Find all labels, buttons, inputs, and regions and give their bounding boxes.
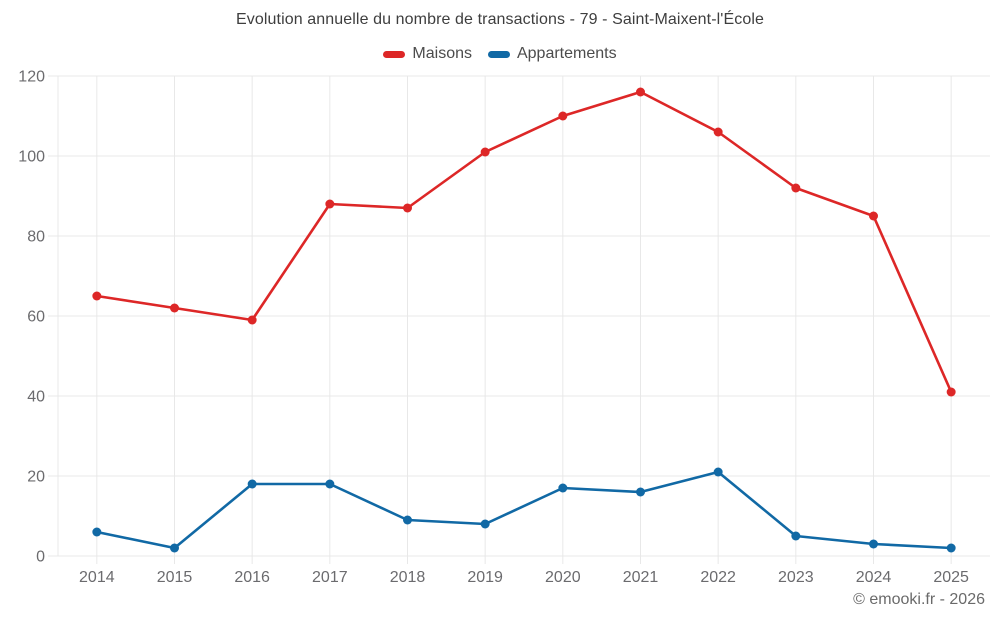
x-tick-label: 2022 bbox=[700, 569, 736, 586]
data-point-maisons-2024[interactable] bbox=[869, 211, 878, 221]
series-line-maisons bbox=[95, 90, 953, 394]
legend-label-appartements: Appartements bbox=[516, 45, 617, 62]
data-point-appartements-2016[interactable] bbox=[247, 479, 257, 489]
data-point-maisons-2023[interactable] bbox=[791, 183, 801, 193]
data-point-maisons-2014[interactable] bbox=[92, 291, 102, 301]
x-tick-label: 2017 bbox=[312, 569, 348, 586]
data-point-maisons-2018[interactable] bbox=[403, 203, 412, 213]
x-tick-label: 2024 bbox=[856, 569, 892, 586]
appartements-series-swatch-icon bbox=[487, 50, 510, 58]
data-point-appartements-2022[interactable] bbox=[713, 467, 723, 477]
chart-legend: Maisons Appartements bbox=[0, 45, 1000, 63]
data-point-maisons-2021[interactable] bbox=[636, 87, 645, 97]
chart-footer-credit: © emooki.fr - 2026 bbox=[853, 591, 985, 608]
legend-label-maisons: Maisons bbox=[412, 45, 472, 62]
y-tick-label: 120 bbox=[18, 69, 45, 86]
data-point-appartements-2020[interactable] bbox=[558, 483, 568, 493]
data-point-appartements-2021[interactable] bbox=[636, 487, 645, 497]
data-point-appartements-2017[interactable] bbox=[325, 479, 335, 489]
data-point-appartements-2025[interactable] bbox=[946, 543, 956, 553]
x-tick-label: 2019 bbox=[467, 569, 503, 586]
data-point-maisons-2017[interactable] bbox=[325, 199, 335, 209]
y-tick-label: 80 bbox=[27, 229, 45, 246]
data-point-appartements-2018[interactable] bbox=[403, 515, 412, 525]
y-tick-label: 60 bbox=[27, 309, 45, 326]
data-point-appartements-2015[interactable] bbox=[170, 543, 179, 553]
x-tick-label: 2014 bbox=[79, 569, 115, 586]
x-tick-label: 2023 bbox=[778, 569, 814, 586]
data-point-appartements-2024[interactable] bbox=[869, 539, 878, 549]
x-tick-label: 2025 bbox=[933, 569, 969, 586]
data-point-appartements-2023[interactable] bbox=[791, 531, 801, 541]
x-tick-label: 2021 bbox=[623, 569, 659, 586]
y-tick-label: 0 bbox=[36, 549, 45, 566]
data-point-maisons-2022[interactable] bbox=[713, 127, 723, 137]
data-point-maisons-2025[interactable] bbox=[946, 387, 956, 397]
legend-item-appartements[interactable]: Appartements bbox=[487, 45, 617, 63]
y-tick-label: 20 bbox=[27, 469, 45, 486]
series-line-appartements bbox=[95, 470, 953, 550]
y-tick-label: 100 bbox=[18, 149, 45, 166]
x-tick-label: 2020 bbox=[545, 569, 581, 586]
data-point-appartements-2019[interactable] bbox=[480, 519, 490, 529]
x-tick-label: 2015 bbox=[157, 569, 193, 586]
data-point-maisons-2020[interactable] bbox=[558, 111, 568, 121]
maisons-series-swatch-icon bbox=[383, 50, 406, 58]
x-tick-label: 2018 bbox=[390, 569, 426, 586]
data-point-appartements-2014[interactable] bbox=[92, 527, 102, 537]
x-tick-label: 2016 bbox=[234, 569, 270, 586]
data-point-maisons-2015[interactable] bbox=[170, 303, 179, 313]
data-point-maisons-2019[interactable] bbox=[480, 147, 490, 157]
chart-title: Evolution annuelle du nombre de transact… bbox=[236, 11, 764, 28]
legend-item-maisons[interactable]: Maisons bbox=[383, 45, 472, 63]
data-point-maisons-2016[interactable] bbox=[247, 315, 257, 325]
y-tick-label: 40 bbox=[27, 389, 45, 406]
